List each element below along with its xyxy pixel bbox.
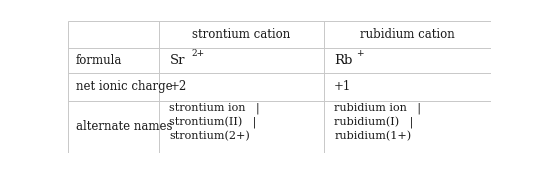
- Text: 2+: 2+: [191, 49, 204, 58]
- Text: net ionic charge: net ionic charge: [76, 80, 172, 93]
- Text: rubidium cation: rubidium cation: [360, 28, 455, 41]
- Text: alternate names: alternate names: [76, 120, 172, 133]
- Text: +1: +1: [334, 80, 352, 93]
- Text: rubidium(I)   |: rubidium(I) |: [334, 117, 414, 129]
- Text: rubidium ion   |: rubidium ion |: [334, 103, 421, 114]
- Text: +2: +2: [169, 80, 187, 93]
- Text: strontium cation: strontium cation: [192, 28, 290, 41]
- Text: strontium(II)   |: strontium(II) |: [169, 117, 257, 129]
- Text: rubidium(1+): rubidium(1+): [334, 131, 411, 142]
- Text: Sr: Sr: [169, 54, 185, 67]
- Text: +: +: [356, 49, 364, 58]
- Text: strontium ion   |: strontium ion |: [169, 103, 260, 114]
- Text: formula: formula: [76, 54, 122, 67]
- Text: strontium(2+): strontium(2+): [169, 131, 250, 142]
- Text: Rb: Rb: [334, 54, 353, 67]
